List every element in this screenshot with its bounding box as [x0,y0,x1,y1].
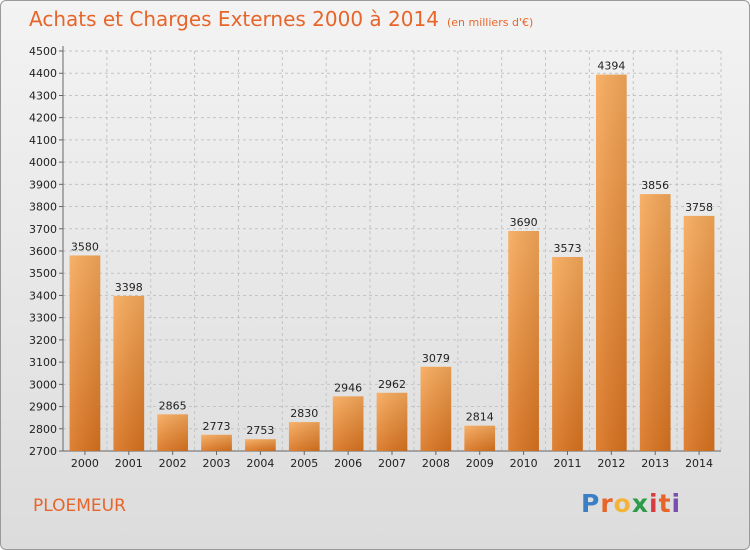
y-tick-label: 4400 [29,67,57,80]
bar-shade [639,194,671,451]
x-tick-label: 2002 [159,457,187,470]
bar-shade [683,215,715,451]
labels: 2700 2800 2900 3000 3100 3200 3300 3400 3500 3600… [29,45,713,470]
data-label: 3758 [685,201,713,214]
bar-shade [245,439,276,451]
y-tick-label: 3100 [29,356,57,369]
logo-letter: i [671,489,682,518]
city-name: PLOEMEUR [33,496,126,516]
x-tick-label: 2014 [685,457,713,470]
data-label: 3580 [71,240,99,253]
bar-shade [552,257,583,451]
x-tick-label: 2001 [115,457,143,470]
bar-shade [201,434,232,451]
x-tick-label: 2011 [553,457,581,470]
x-tick-label: 2004 [246,457,274,470]
logo-letter: r [600,489,614,518]
data-label: 3079 [422,352,450,365]
data-label: 3856 [641,179,669,192]
x-tick-label: 2012 [597,457,625,470]
bar-shade [288,422,320,451]
chart-title: Achats et Charges Externes 2000 à 2014 (e… [29,7,533,31]
bar-shade [113,295,145,451]
y-tick-label: 3700 [29,223,57,236]
data-label: 2753 [246,424,274,437]
y-tick-label: 2900 [29,401,57,414]
bar-shade [376,392,408,451]
x-tick-label: 2003 [203,457,231,470]
y-tick-label: 3200 [29,334,57,347]
x-tick-label: 2007 [378,457,406,470]
chart-title-text: Achats et Charges Externes 2000 à 2014 [29,7,439,31]
data-label: 2773 [203,420,231,433]
data-label: 3690 [510,216,538,229]
logo-letter: i [649,489,659,518]
data-label: 4394 [597,60,625,73]
bar-shade [420,366,452,451]
logo-letter: o [613,489,632,518]
x-tick-label: 2013 [641,457,669,470]
x-tick-label: 2009 [466,457,494,470]
x-tick-label: 2005 [290,457,318,470]
data-label: 3398 [115,281,143,294]
y-tick-label: 3800 [29,201,57,214]
y-tick-label: 4000 [29,156,57,169]
chart-unit: (en milliers d'€) [446,16,534,29]
data-label: 3573 [553,242,581,255]
bar-shade [464,425,496,451]
data-label: 2814 [466,411,494,424]
y-tick-label: 2800 [29,423,57,436]
y-tick-label: 3600 [29,245,57,258]
logo-letter: P [581,489,601,518]
y-tick-label: 4100 [29,134,57,147]
y-tick-label: 2700 [29,445,57,458]
bar-shade [508,231,539,451]
y-tick-label: 4500 [29,45,57,58]
bar-shade [332,396,364,451]
bar-shade [595,74,627,452]
y-tick-label: 3300 [29,312,57,325]
y-tick-label: 3500 [29,267,57,280]
data-label: 2962 [378,378,406,391]
y-tick-label: 4200 [29,112,57,125]
bar-shade [69,255,101,451]
y-tick-label: 4300 [29,89,57,102]
y-tick-label: 3400 [29,289,57,302]
logo-letter: x [631,489,649,518]
bars [69,74,715,452]
x-tick-label: 2010 [510,457,538,470]
y-tick-label: 3000 [29,378,57,391]
data-label: 2865 [159,399,187,412]
data-label: 2946 [334,381,362,394]
bar-shade [157,414,189,451]
data-label: 2830 [290,407,318,420]
logo-letter: t [658,489,672,518]
x-tick-label: 2008 [422,457,450,470]
x-tick-label: 2000 [71,457,99,470]
y-tick-label: 3900 [29,178,57,191]
proxiti-logo[interactable]: Proxiti [581,489,681,518]
x-tick-label: 2006 [334,457,362,470]
